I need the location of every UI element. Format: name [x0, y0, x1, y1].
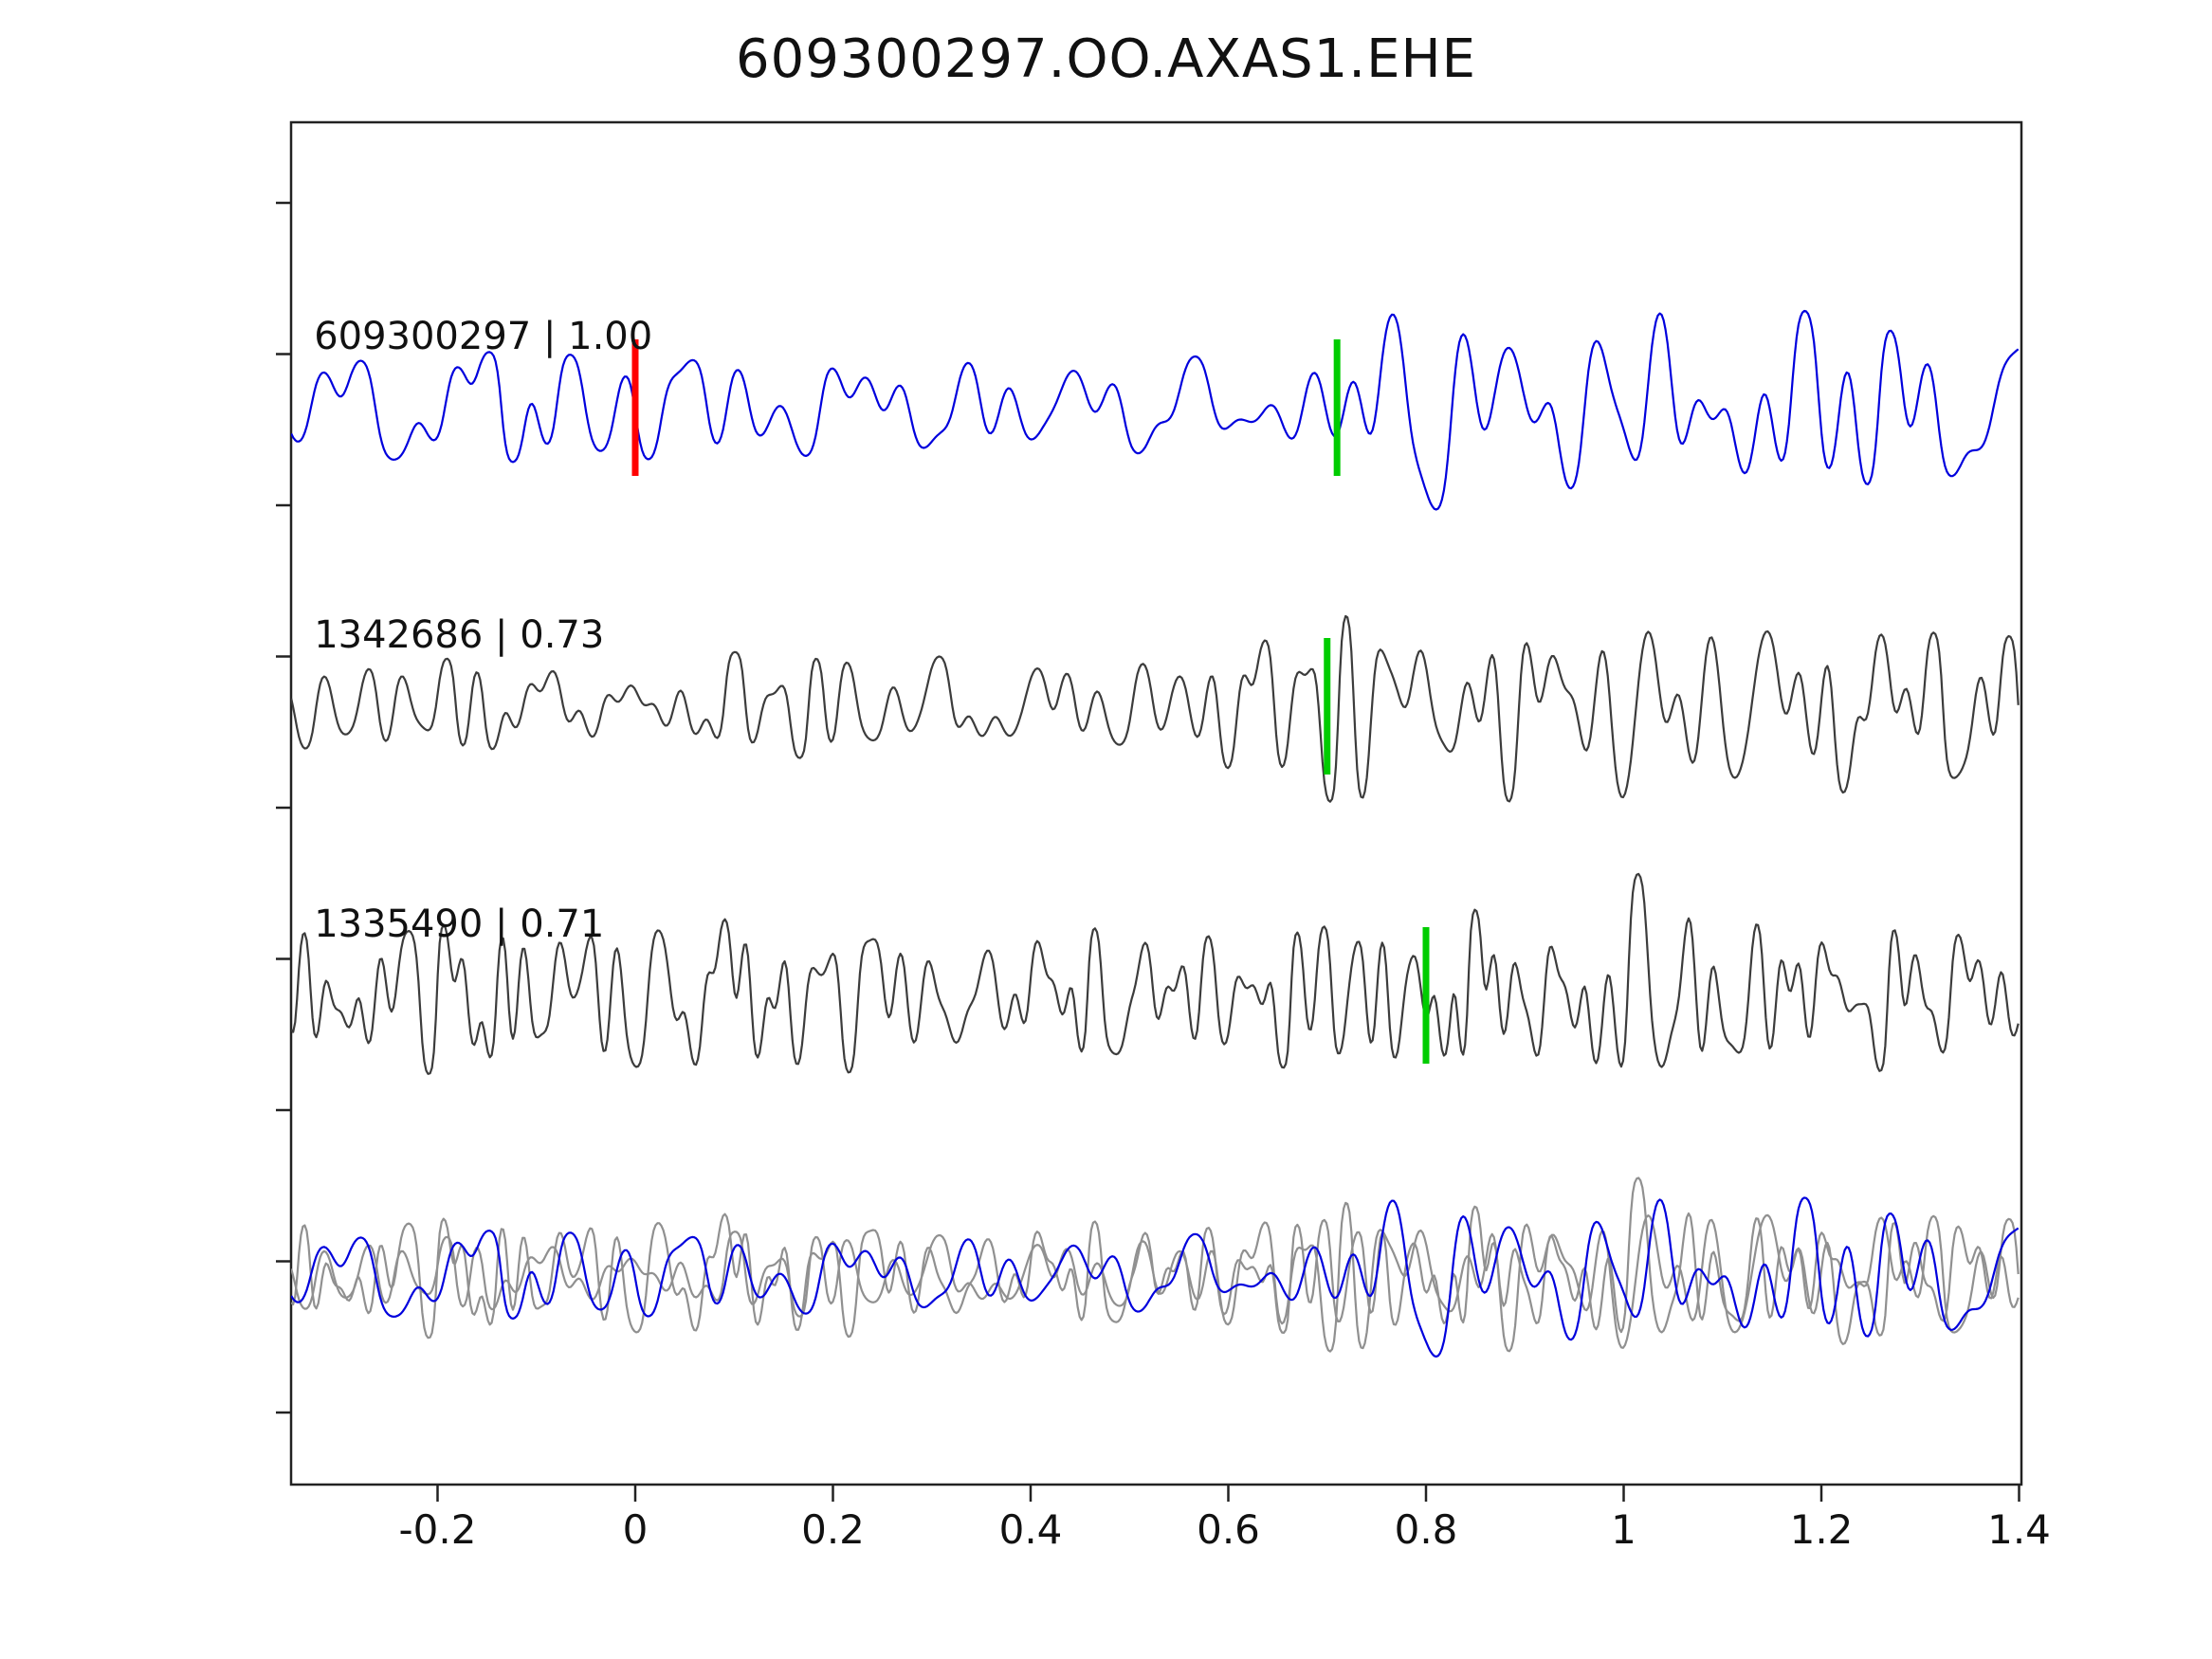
x-tick-label: 0.2: [801, 1506, 865, 1553]
x-tick-label: 0.4: [999, 1506, 1063, 1553]
x-tick-label: 0.6: [1197, 1506, 1260, 1553]
trace-1335490: [291, 872, 2020, 1075]
trace-label-1335490: 1335490 | 0.71: [314, 902, 604, 946]
x-tick-label: 0.8: [1395, 1506, 1458, 1553]
figure-title: 609300297.OO.AXAS1.EHE: [736, 28, 1476, 90]
x-tick-label: 1.2: [1790, 1506, 1854, 1553]
x-tick-label: -0.2: [399, 1506, 477, 1553]
overlay-trace-1335490: [291, 1176, 2020, 1340]
x-tick-label: 0: [623, 1506, 649, 1553]
overlay-trace-609300297: [291, 1196, 2020, 1358]
x-tick-label: 1.4: [1987, 1506, 2051, 1553]
x-tick-label: 1: [1611, 1506, 1636, 1553]
axes-frame: [289, 120, 2023, 1486]
trace-1342686: [291, 614, 2020, 803]
trace-label-609300297: 609300297 | 1.00: [314, 315, 652, 358]
trace-label-1342686: 1342686 | 0.73: [314, 613, 604, 657]
trace-609300297: [291, 309, 2020, 511]
